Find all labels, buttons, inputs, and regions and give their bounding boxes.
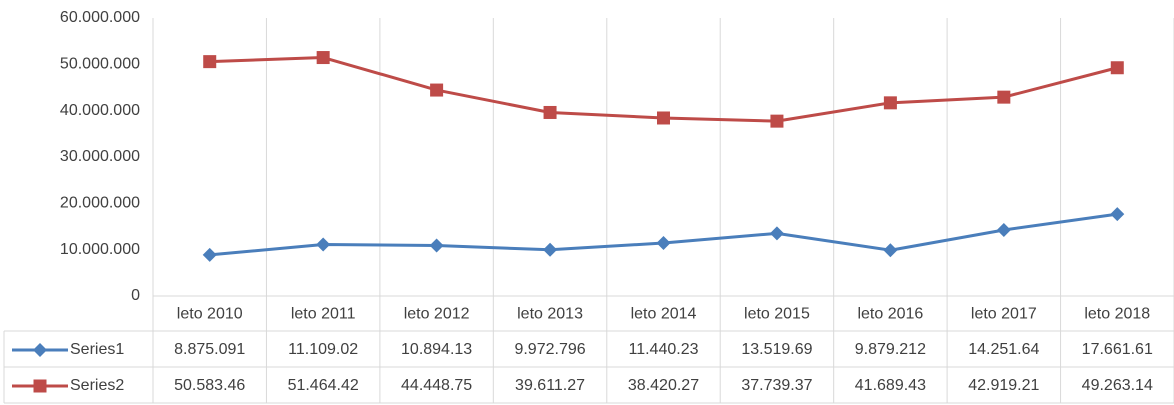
marker bbox=[657, 111, 670, 125]
legend-key-marker bbox=[33, 343, 47, 357]
marker bbox=[543, 242, 558, 257]
x-tick-label: leto 2018 bbox=[1084, 306, 1150, 323]
table-cell: 10.894.13 bbox=[401, 341, 472, 358]
table-cell: 39.611.27 bbox=[515, 377, 585, 394]
table-cell: 42.919.21 bbox=[968, 377, 1039, 394]
marker bbox=[202, 247, 217, 262]
y-tick-label: 20.000.000 bbox=[60, 195, 140, 212]
marker bbox=[316, 237, 331, 252]
x-tick-label: leto 2016 bbox=[857, 306, 923, 323]
table-cell: 8.875.091 bbox=[174, 341, 245, 358]
table-cell: 49.263.14 bbox=[1082, 377, 1153, 394]
marker bbox=[770, 114, 784, 128]
x-tick-label: leto 2014 bbox=[631, 306, 697, 323]
table-cell: 37.739.37 bbox=[741, 377, 812, 394]
x-tick-label: leto 2015 bbox=[744, 306, 810, 323]
table-cell: 11.440.23 bbox=[629, 341, 699, 358]
y-tick-label: 40.000.000 bbox=[60, 102, 140, 119]
x-tick-label: leto 2013 bbox=[517, 306, 583, 323]
marker bbox=[1110, 207, 1125, 222]
y-tick-label: 0 bbox=[131, 287, 140, 304]
marker bbox=[656, 235, 671, 250]
table-cell: 14.251.64 bbox=[968, 341, 1039, 358]
legend-label: Series1 bbox=[70, 341, 124, 358]
table-cell: 13.519.69 bbox=[741, 341, 812, 358]
marker bbox=[769, 226, 784, 241]
table-cell: 44.448.75 bbox=[401, 377, 472, 394]
x-tick-label: leto 2011 bbox=[291, 306, 356, 323]
y-tick-label: 30.000.000 bbox=[60, 148, 140, 165]
y-tick-label: 50.000.000 bbox=[60, 56, 140, 73]
table-cell: 9.972.796 bbox=[514, 341, 585, 358]
marker bbox=[543, 105, 557, 119]
marker bbox=[997, 90, 1011, 104]
table-cell: 38.420.27 bbox=[628, 377, 699, 394]
marker bbox=[316, 51, 330, 65]
x-tick-label: leto 2010 bbox=[177, 306, 243, 323]
y-tick-label: 60.000.000 bbox=[60, 9, 140, 26]
table-cell: 9.879.212 bbox=[855, 341, 926, 358]
legend-key-marker bbox=[33, 379, 47, 393]
marker bbox=[883, 243, 898, 258]
table-cell: 11.109.02 bbox=[288, 341, 358, 358]
marker bbox=[430, 83, 444, 97]
marker bbox=[996, 222, 1011, 237]
marker bbox=[429, 238, 444, 253]
table-cell: 50.583.46 bbox=[174, 377, 245, 394]
table-cell: 51.464.42 bbox=[288, 377, 359, 394]
x-tick-label: leto 2017 bbox=[971, 306, 1037, 323]
marker bbox=[1110, 61, 1124, 75]
y-tick-label: 10.000.000 bbox=[60, 241, 140, 258]
table-cell: 17.661.61 bbox=[1082, 341, 1153, 358]
x-tick-label: leto 2012 bbox=[404, 306, 470, 323]
marker bbox=[883, 96, 897, 110]
legend-label: Series2 bbox=[70, 377, 124, 394]
table-cell: 41.689.43 bbox=[855, 377, 926, 394]
marker bbox=[203, 55, 217, 69]
